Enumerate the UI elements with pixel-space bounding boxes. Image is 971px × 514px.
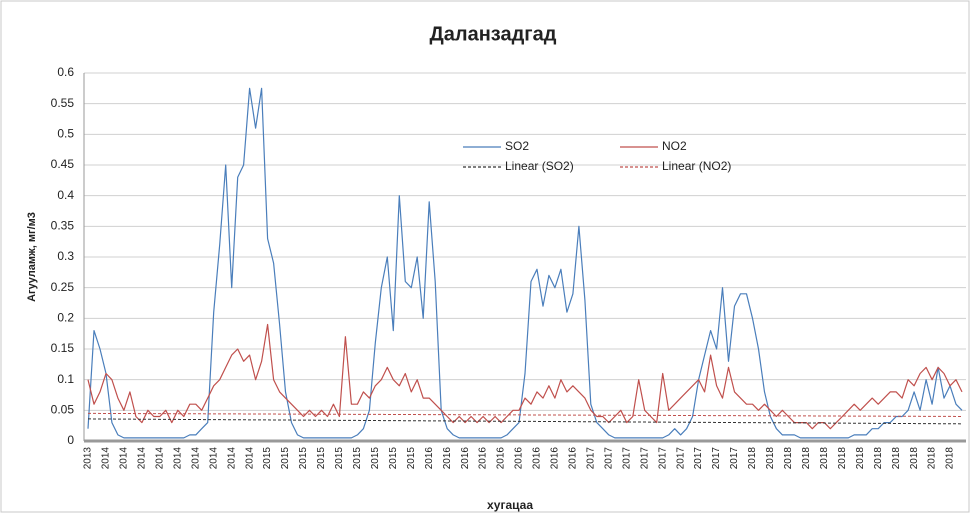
y-tick-label: 0.3: [57, 249, 74, 263]
x-tick-label: 2018: [945, 447, 956, 470]
x-tick-label: 2015: [262, 447, 273, 470]
x-tick-label: 2018: [837, 447, 848, 470]
x-tick-label: 2018: [819, 447, 830, 470]
x-tick-label: 2017: [621, 447, 632, 470]
x-tick-label: 2018: [747, 447, 758, 470]
x-tick-label: 2016: [568, 447, 579, 470]
x-tick-label: 2016: [424, 447, 435, 470]
x-tick-label: 2017: [603, 447, 614, 470]
x-tick-label: 2017: [729, 447, 740, 470]
x-tick-label: 2015: [388, 447, 399, 470]
x-tick-label: 2015: [280, 447, 291, 470]
y-tick-label: 0.55: [51, 96, 75, 110]
x-tick-label: 2018: [801, 447, 812, 470]
x-tick-label: 2014: [137, 447, 148, 470]
x-tick-label: 2018: [873, 447, 884, 470]
legend-label: Linear (SO2): [505, 159, 574, 173]
x-tick-label: 2014: [208, 447, 219, 470]
x-tick-label: 2014: [101, 447, 112, 470]
legend-label: NO2: [662, 139, 687, 153]
x-tick-label: 2018: [855, 447, 866, 470]
x-tick-label: 2014: [172, 447, 183, 470]
x-tick-label: 2018: [783, 447, 794, 470]
x-tick-label: 2016: [550, 447, 561, 470]
x-tick-label: 2014: [154, 447, 165, 470]
x-tick-label: 2016: [478, 447, 489, 470]
x-tick-label: 2015: [334, 447, 345, 470]
x-tick-label: 2014: [190, 447, 201, 470]
x-tick-label: 2014: [226, 447, 237, 470]
x-tick-label: 2013: [83, 447, 94, 470]
x-tick-label: 2017: [693, 447, 704, 470]
x-tick-label: 2017: [711, 447, 722, 470]
legend-label: Linear (NO2): [662, 159, 731, 173]
x-tick-label: 2016: [442, 447, 453, 470]
x-tick-label: 2015: [352, 447, 363, 470]
y-tick-label: 0.5: [57, 127, 74, 141]
trend-line: [87, 412, 963, 417]
x-tick-label: 2014: [244, 447, 255, 470]
legend-label: SO2: [505, 139, 529, 153]
x-tick-label: 2015: [370, 447, 381, 470]
trend-line: [87, 418, 963, 425]
y-tick-label: 0.4: [57, 188, 74, 202]
x-tick-label: 2016: [514, 447, 525, 470]
y-axis-label: Агууламж, мг/м3: [26, 212, 38, 302]
y-tick-label: 0.05: [51, 403, 75, 417]
x-tick-label: 2018: [909, 447, 920, 470]
x-tick-label: 2017: [657, 447, 668, 470]
series-line: [87, 323, 963, 430]
series-line: [87, 87, 963, 439]
y-tick-label: 0.6: [57, 65, 74, 79]
x-tick-label: 2017: [675, 447, 686, 470]
x-tick-label: 2018: [765, 447, 776, 470]
x-axis-label: хугацаа: [487, 498, 533, 512]
y-tick-label: 0.1: [57, 372, 74, 386]
x-tick-label: 2014: [119, 447, 130, 470]
x-tick-label: 2017: [585, 447, 596, 470]
y-tick-label: 0: [67, 433, 74, 447]
x-tick-label: 2016: [496, 447, 507, 470]
x-tick-label: 2018: [927, 447, 938, 470]
x-tick-label: 2015: [316, 447, 327, 470]
x-tick-label: 2016: [532, 447, 543, 470]
x-tick-label: 2015: [406, 447, 417, 470]
y-tick-label: 0.15: [51, 341, 75, 355]
y-tick-label: 0.25: [51, 280, 75, 294]
x-tick-label: 2017: [639, 447, 650, 470]
x-tick-label: 2018: [891, 447, 902, 470]
y-tick-label: 0.2: [57, 311, 74, 325]
y-tick-label: 0.45: [51, 157, 75, 171]
x-tick-label: 2016: [460, 447, 471, 470]
x-tick-label: 2015: [298, 447, 309, 470]
chart-title: Даланзадгад: [430, 23, 557, 45]
y-tick-label: 0.35: [51, 219, 75, 233]
